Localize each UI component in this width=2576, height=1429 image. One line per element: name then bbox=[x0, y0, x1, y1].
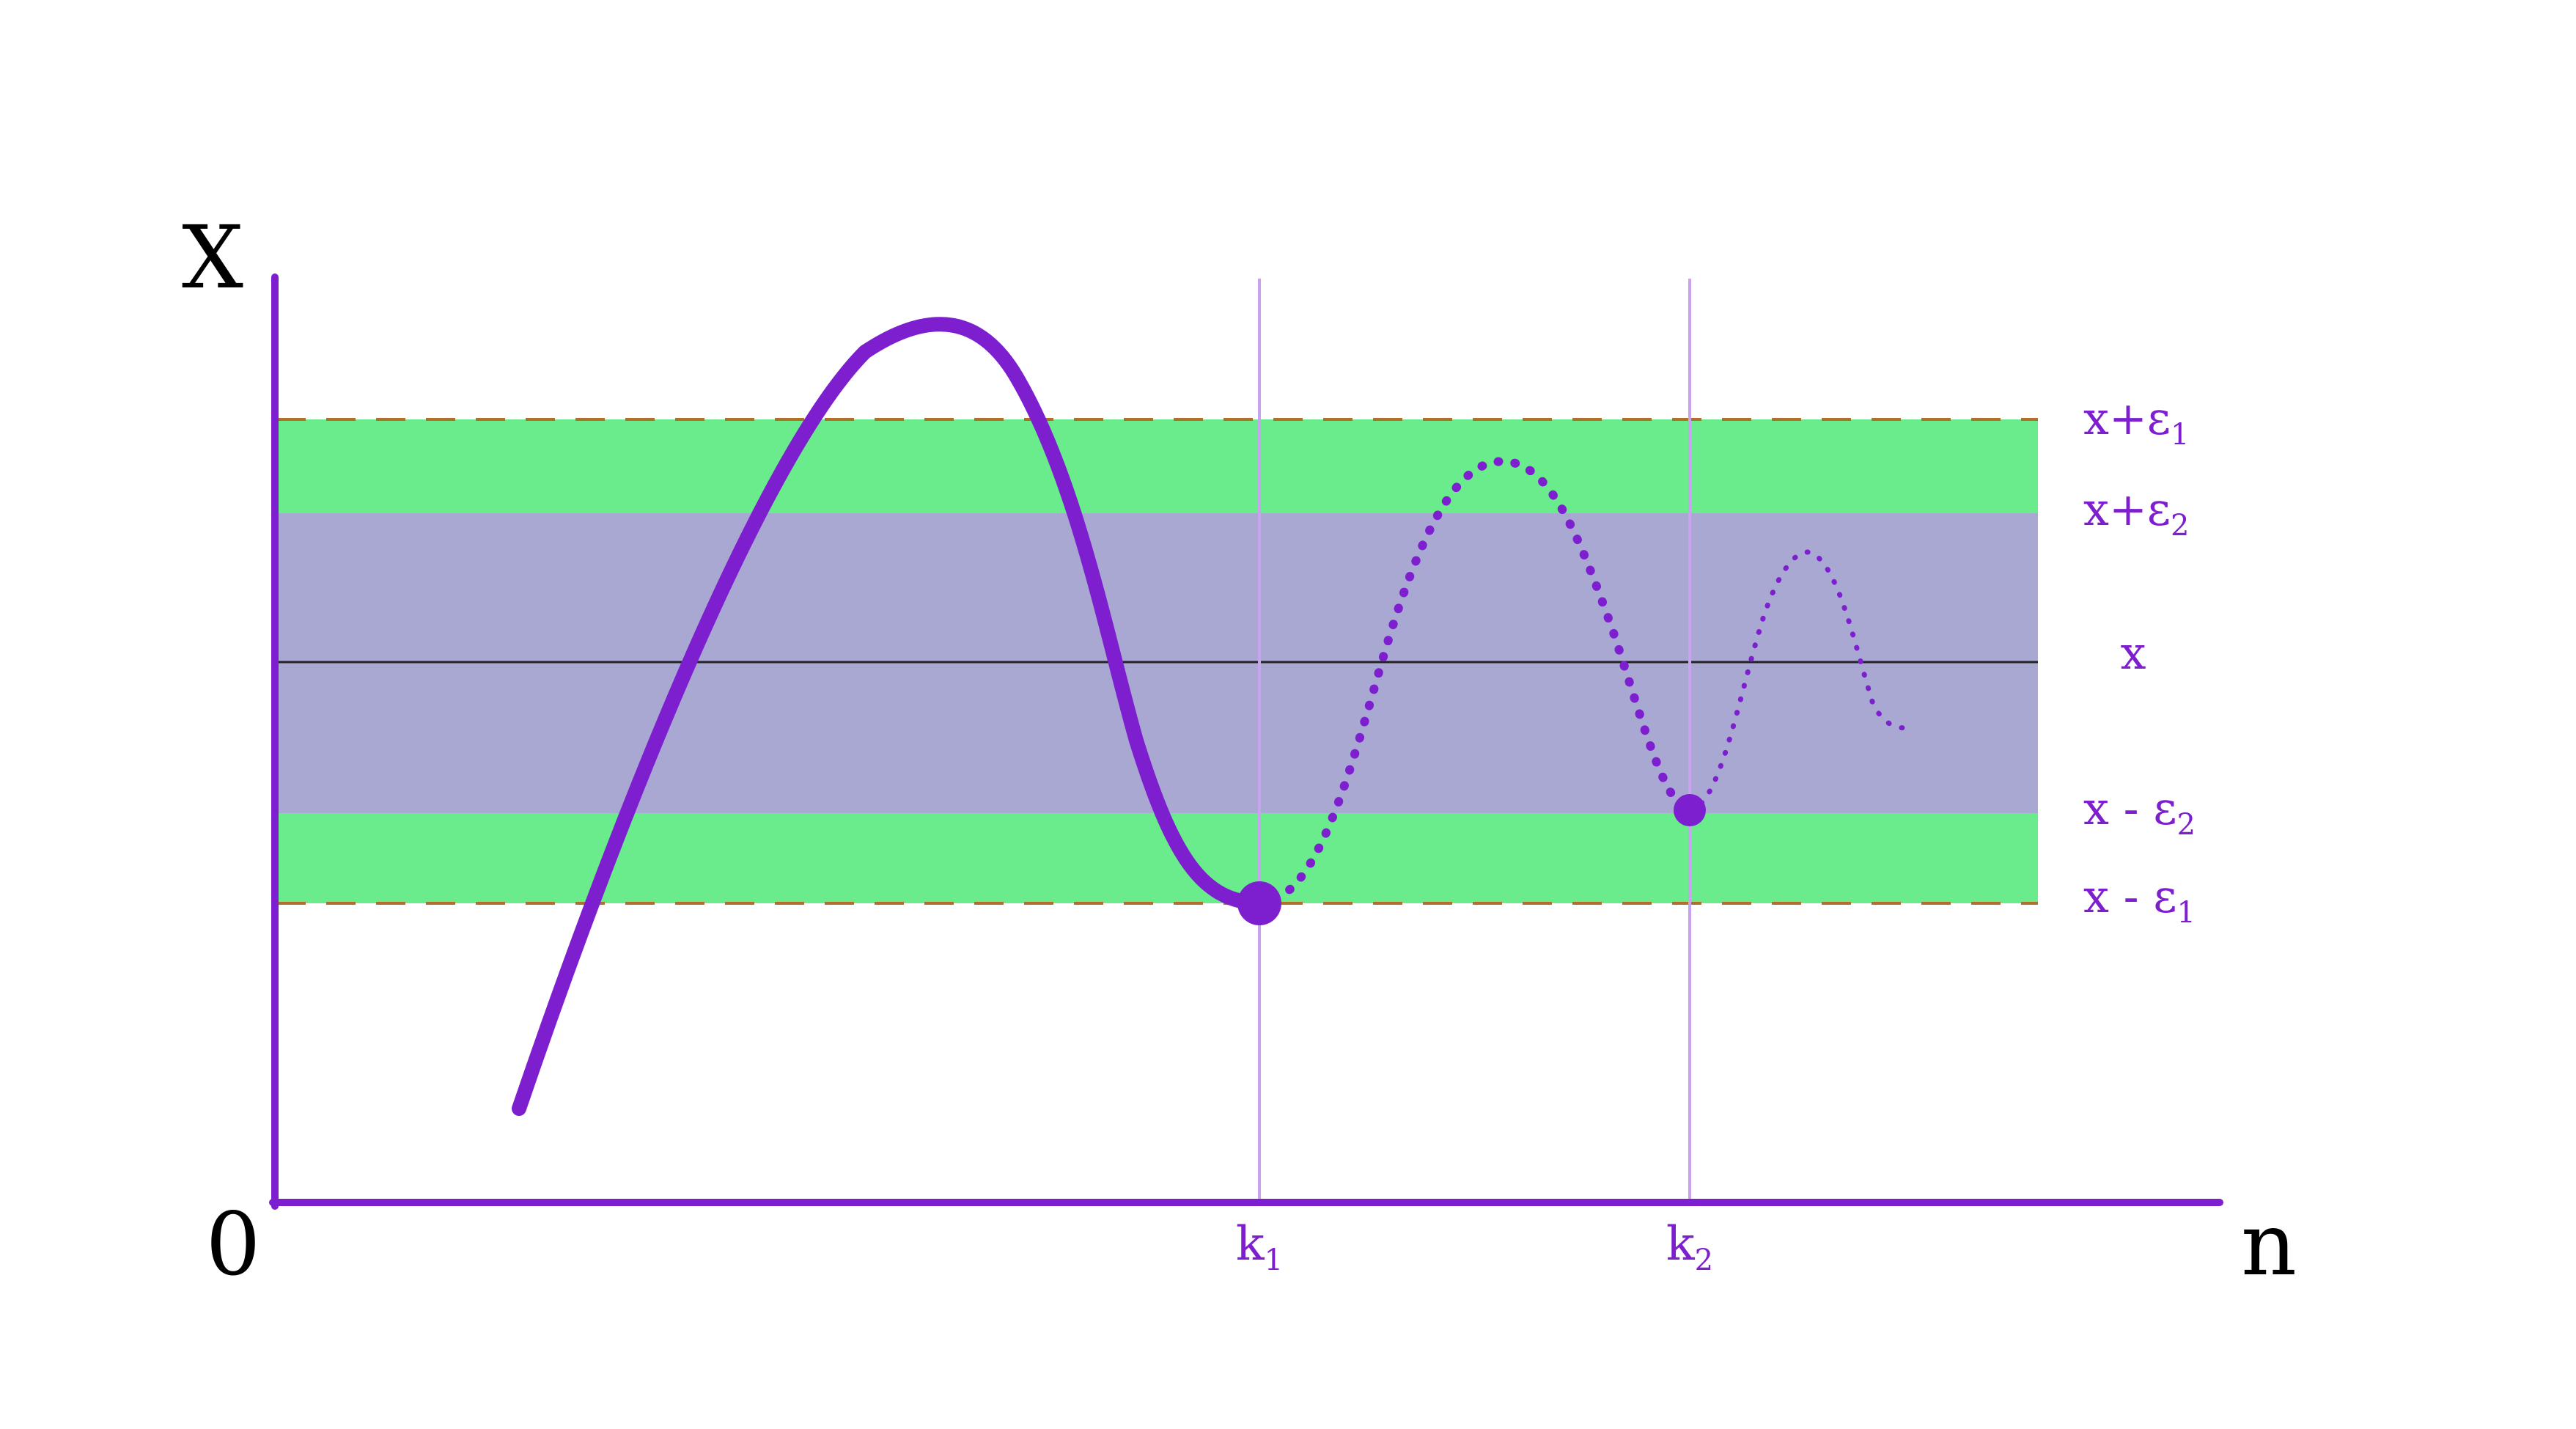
label-lower-outer: x - ε1 bbox=[2083, 870, 2196, 930]
tick-label-k1-base: k bbox=[1236, 1217, 1265, 1271]
tick-label-k1: k1 bbox=[1236, 1217, 1283, 1277]
label-upper-inner: x+ε2 bbox=[2083, 482, 2190, 543]
k2-point bbox=[1674, 794, 1706, 826]
sequence-curve-dotted-tail bbox=[1687, 549, 1913, 813]
label-upper-inner-base: x+ε bbox=[2083, 482, 2171, 536]
tick-label-k1-sub: 1 bbox=[1265, 1244, 1283, 1277]
y-axis-label: X bbox=[182, 207, 243, 308]
label-upper-outer-base: x+ε bbox=[2083, 392, 2171, 445]
tick-label-k2-base: k bbox=[1666, 1217, 1696, 1271]
tick-label-k2-sub: 2 bbox=[1695, 1244, 1713, 1277]
tick-label-k2: k2 bbox=[1666, 1217, 1713, 1277]
label-lower-inner: x - ε2 bbox=[2083, 782, 2196, 842]
label-lower-outer-base: x - ε bbox=[2083, 870, 2176, 923]
sequence-curve-dotted bbox=[1271, 457, 1694, 903]
k1-point bbox=[1237, 881, 1281, 925]
label-center: x bbox=[2121, 626, 2146, 680]
label-upper-outer-sub: 1 bbox=[2171, 418, 2189, 452]
label-upper-outer: x+ε1 bbox=[2083, 392, 2190, 452]
origin-label: 0 bbox=[205, 1194, 260, 1295]
label-lower-outer-sub: 1 bbox=[2176, 896, 2195, 930]
sequence-curve-solid bbox=[512, 317, 1267, 1116]
x-axis-label: n bbox=[2241, 1194, 2297, 1295]
label-upper-inner-sub: 2 bbox=[2171, 509, 2189, 543]
label-lower-inner-sub: 2 bbox=[2176, 808, 2195, 842]
label-lower-inner-base: x - ε bbox=[2083, 782, 2176, 835]
